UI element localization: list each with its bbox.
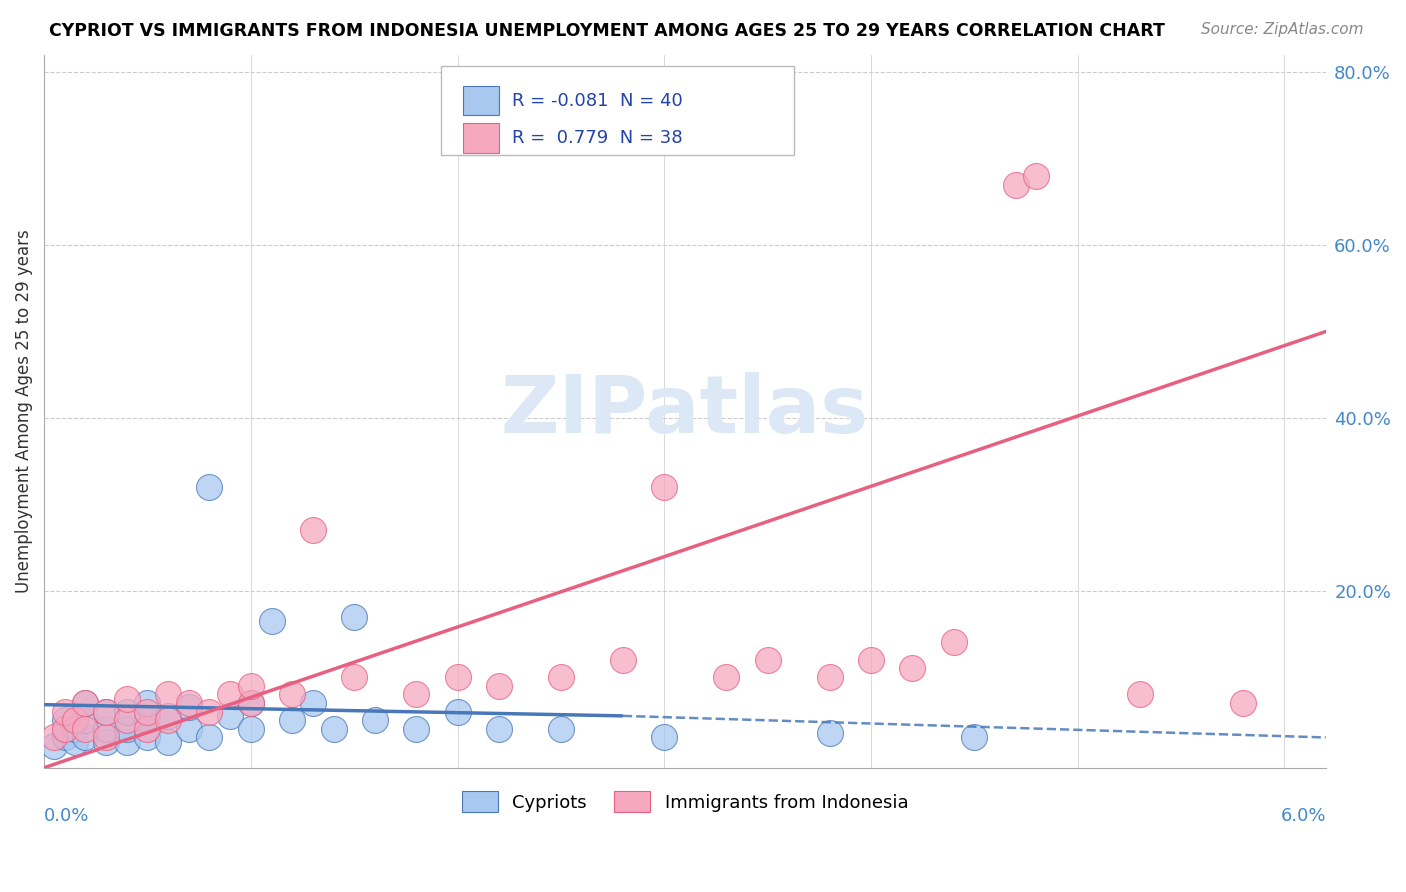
Text: CYPRIOT VS IMMIGRANTS FROM INDONESIA UNEMPLOYMENT AMONG AGES 25 TO 29 YEARS CORR: CYPRIOT VS IMMIGRANTS FROM INDONESIA UNE…	[49, 22, 1166, 40]
Point	[53, 722, 76, 736]
Legend: Cypriots, Immigrants from Indonesia: Cypriots, Immigrants from Indonesia	[454, 784, 915, 819]
Point	[115, 722, 138, 736]
Point	[44, 731, 66, 745]
Point	[343, 609, 366, 624]
Point	[302, 696, 325, 710]
Text: Source: ZipAtlas.com: Source: ZipAtlas.com	[1201, 22, 1364, 37]
Point	[136, 705, 159, 719]
Point	[260, 614, 283, 628]
Point	[716, 670, 738, 684]
Point	[44, 739, 66, 753]
Point	[756, 653, 779, 667]
Point	[136, 696, 159, 710]
Point	[1232, 696, 1254, 710]
Point	[177, 700, 200, 714]
Point	[115, 713, 138, 727]
Point	[94, 722, 117, 736]
Point	[219, 709, 242, 723]
Point	[239, 696, 262, 710]
Text: R = -0.081  N = 40: R = -0.081 N = 40	[512, 92, 683, 110]
FancyBboxPatch shape	[441, 66, 794, 155]
Point	[942, 635, 965, 649]
Point	[75, 713, 97, 727]
Point	[75, 696, 97, 710]
Text: R =  0.779  N = 38: R = 0.779 N = 38	[512, 129, 682, 147]
Point	[136, 713, 159, 727]
Text: ZIPatlas: ZIPatlas	[501, 373, 869, 450]
Point	[157, 713, 180, 727]
Point	[446, 670, 468, 684]
Point	[405, 722, 427, 736]
Point	[136, 722, 159, 736]
Point	[1004, 178, 1026, 192]
Point	[488, 722, 510, 736]
Bar	[463, 86, 499, 115]
Point	[198, 705, 221, 719]
Point	[239, 696, 262, 710]
Point	[343, 670, 366, 684]
Point	[818, 670, 841, 684]
Point	[239, 679, 262, 693]
Point	[281, 713, 304, 727]
Point	[94, 705, 117, 719]
Point	[859, 653, 882, 667]
Point	[53, 731, 76, 745]
Point	[652, 480, 675, 494]
Point	[239, 722, 262, 736]
Point	[550, 722, 572, 736]
Point	[94, 705, 117, 719]
Point	[115, 691, 138, 706]
Point	[63, 713, 86, 727]
Point	[302, 523, 325, 537]
Point	[963, 731, 986, 745]
Point	[446, 705, 468, 719]
Point	[177, 696, 200, 710]
Point	[75, 696, 97, 710]
Point	[177, 722, 200, 736]
Point	[1129, 687, 1152, 701]
Point	[94, 735, 117, 749]
Text: 6.0%: 6.0%	[1281, 807, 1326, 825]
Point	[652, 731, 675, 745]
Point	[53, 705, 76, 719]
Point	[63, 735, 86, 749]
Point	[115, 735, 138, 749]
Bar	[463, 123, 499, 153]
Point	[198, 731, 221, 745]
Point	[818, 726, 841, 740]
Point	[53, 722, 76, 736]
Point	[322, 722, 344, 736]
Point	[157, 687, 180, 701]
Point	[219, 687, 242, 701]
Point	[198, 480, 221, 494]
Point	[53, 713, 76, 727]
Point	[115, 705, 138, 719]
Point	[75, 731, 97, 745]
Point	[281, 687, 304, 701]
Point	[157, 709, 180, 723]
Point	[75, 722, 97, 736]
Point	[364, 713, 387, 727]
Point	[550, 670, 572, 684]
Point	[901, 661, 924, 675]
Point	[136, 731, 159, 745]
Point	[63, 722, 86, 736]
Point	[612, 653, 634, 667]
Text: 0.0%: 0.0%	[44, 807, 90, 825]
Y-axis label: Unemployment Among Ages 25 to 29 years: Unemployment Among Ages 25 to 29 years	[15, 229, 32, 593]
Point	[94, 731, 117, 745]
Point	[157, 735, 180, 749]
Point	[405, 687, 427, 701]
Point	[488, 679, 510, 693]
Point	[1025, 169, 1047, 183]
